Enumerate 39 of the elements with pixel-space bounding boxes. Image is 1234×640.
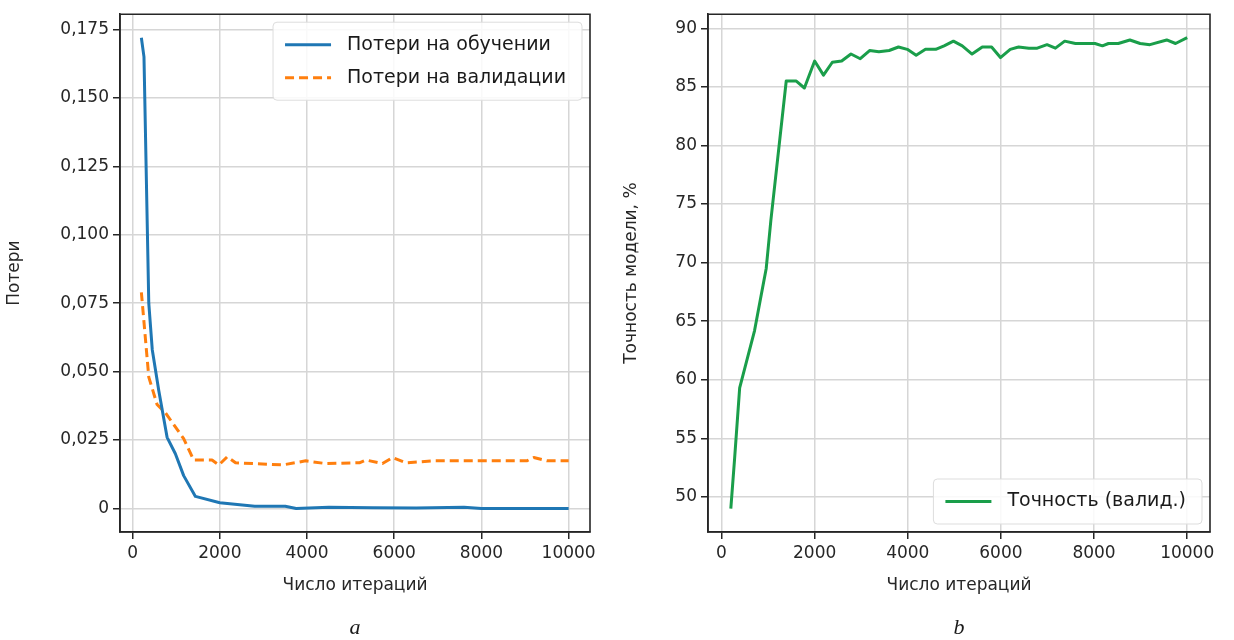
y-tick-label: 0,050 bbox=[60, 360, 109, 381]
x-tick-label: 8000 bbox=[459, 541, 504, 562]
x-axis-title: Число итераций bbox=[886, 574, 1032, 595]
x-tick-label: 4000 bbox=[285, 541, 329, 562]
x-tick-label: 4000 bbox=[886, 541, 930, 562]
y-tick-label: 70 bbox=[675, 250, 697, 271]
y-tick-label: 85 bbox=[675, 75, 697, 96]
y-tick-label: 0,100 bbox=[60, 223, 109, 244]
x-tick-label: 0 bbox=[127, 541, 139, 562]
y-tick-label: 0,025 bbox=[60, 428, 109, 449]
legend-label: Точность (валид.) bbox=[1006, 488, 1186, 511]
y-axis-title: Потери bbox=[2, 240, 23, 306]
y-tick-label: 0,175 bbox=[60, 17, 109, 38]
y-tick-label: 0,075 bbox=[60, 291, 109, 312]
y-tick-label: 0,125 bbox=[60, 154, 109, 175]
x-tick-label: 6000 bbox=[979, 541, 1023, 562]
y-tick-label: 0,150 bbox=[60, 86, 109, 107]
x-tick-label: 2000 bbox=[793, 541, 837, 562]
x-tick-label: 2000 bbox=[198, 541, 242, 562]
legend-label: Потери на валидации bbox=[347, 64, 566, 87]
x-axis-title: Число итераций bbox=[282, 574, 428, 595]
y-tick-label: 60 bbox=[675, 368, 697, 389]
y-tick-label: 0 bbox=[98, 496, 109, 517]
y-tick-label: 75 bbox=[675, 192, 697, 213]
y-axis-title: Точность модели, % bbox=[619, 182, 640, 365]
x-tick-label: 10000 bbox=[541, 541, 596, 562]
legend-label: Потери на обучении bbox=[347, 31, 551, 54]
y-tick-label: 80 bbox=[675, 133, 697, 154]
y-tick-label: 55 bbox=[675, 426, 697, 447]
x-tick-label: 8000 bbox=[1072, 541, 1116, 562]
x-tick-label: 10000 bbox=[1160, 541, 1215, 562]
x-tick-label: 6000 bbox=[372, 541, 416, 562]
line-series bbox=[139, 290, 571, 467]
text: a bbox=[349, 614, 361, 639]
y-tick-label: 90 bbox=[675, 16, 697, 37]
x-tick-label: 0 bbox=[716, 541, 727, 562]
text: b bbox=[953, 614, 965, 639]
y-tick-label: 65 bbox=[675, 309, 697, 330]
y-tick-label: 50 bbox=[675, 485, 697, 506]
